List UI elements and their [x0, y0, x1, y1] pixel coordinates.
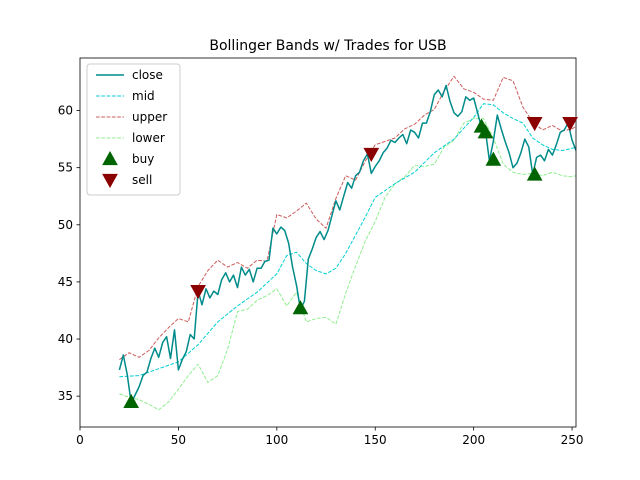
legend-label-mid: mid	[132, 89, 155, 103]
legend-swatch-sell	[102, 173, 118, 189]
legend-label-sell: sell	[132, 173, 152, 187]
legend-label-upper: upper	[132, 110, 167, 124]
series-lower-line	[119, 118, 576, 411]
x-tick-label: 100	[265, 433, 288, 447]
chart-title: Bollinger Bands w/ Trades for USB	[209, 38, 446, 54]
legend-label-close: close	[132, 68, 163, 82]
sell-marker	[562, 117, 578, 132]
buy-marker	[477, 124, 494, 139]
series-mid-line	[119, 103, 576, 378]
sell-marker	[363, 147, 380, 162]
y-tick-label: 50	[58, 218, 73, 232]
legend-swatch-buy	[102, 150, 118, 166]
y-tick-label: 45	[58, 275, 73, 289]
x-tick-label: 200	[462, 433, 485, 447]
buy-marker	[485, 151, 502, 166]
sell-marker	[526, 117, 543, 132]
x-tick-label: 50	[171, 433, 186, 447]
y-tick-label: 55	[58, 161, 73, 175]
series-close-line	[118, 84, 576, 404]
legend-label-lower: lower	[132, 131, 165, 145]
sell-marker	[190, 284, 206, 300]
y-tick-label: 35	[58, 389, 73, 403]
buy-marker	[123, 393, 140, 408]
x-tick-label: 250	[561, 433, 584, 447]
buy-marker	[292, 300, 309, 315]
x-tick-label: 0	[76, 433, 84, 447]
y-tick-label: 60	[58, 104, 73, 118]
legend-label-buy: buy	[132, 152, 154, 166]
buy-marker	[526, 166, 543, 181]
x-tick-label: 150	[364, 433, 387, 447]
y-tick-label: 40	[58, 332, 73, 346]
plot-frame	[79, 57, 577, 428]
